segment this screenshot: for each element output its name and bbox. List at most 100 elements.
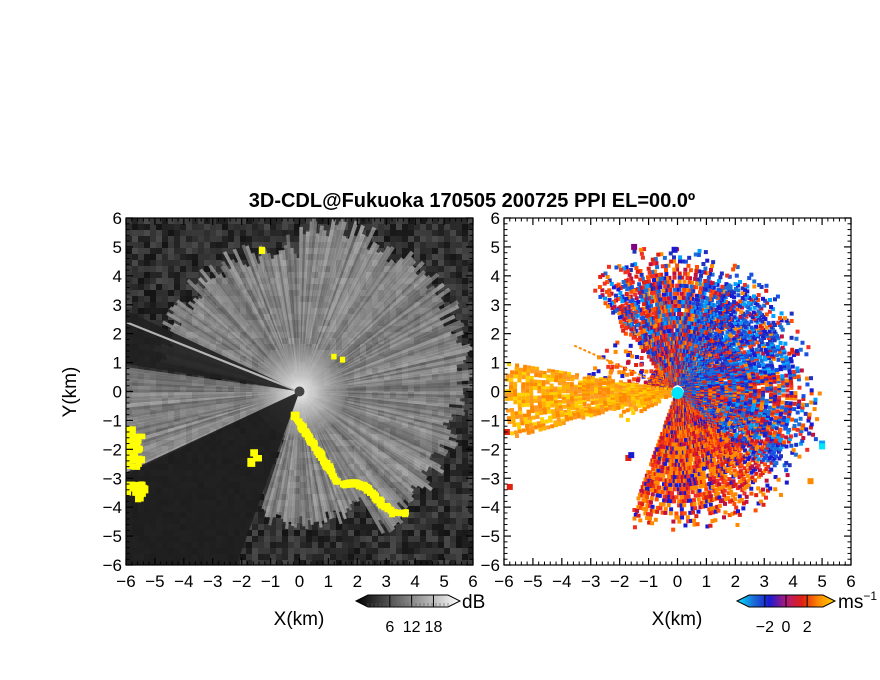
noise-cell <box>342 230 348 236</box>
noise-cell <box>258 524 264 530</box>
noise-cell <box>420 254 426 260</box>
noise-cell <box>132 260 138 266</box>
noise-cell <box>126 236 132 242</box>
noise-cell <box>222 224 228 230</box>
noise-cell <box>468 416 473 422</box>
noise-cell <box>456 260 462 266</box>
noise-cell <box>294 236 300 242</box>
noise-cell <box>138 224 144 230</box>
noise-cell <box>420 530 426 536</box>
noise-cell <box>468 482 473 488</box>
noise-cell <box>378 530 384 536</box>
noise-cell <box>216 248 222 254</box>
noise-cell <box>372 542 378 548</box>
noise-cell <box>450 452 456 458</box>
noise-cell <box>258 548 264 554</box>
noise-cell <box>276 518 282 524</box>
noise-cell <box>444 482 450 488</box>
noise-cell <box>324 218 330 224</box>
noise-cell <box>264 218 270 224</box>
noise-cell <box>276 530 282 536</box>
noise-cell <box>438 542 444 548</box>
x-tick-label: −3 <box>203 572 222 591</box>
noise-cell <box>462 314 468 320</box>
noise-cell <box>426 542 432 548</box>
noise-cell <box>432 278 438 284</box>
noise-cell <box>420 548 426 554</box>
noise-cell <box>462 284 468 290</box>
noise-cell <box>294 530 300 536</box>
noise-cell <box>432 230 438 236</box>
noise-cell <box>258 236 264 242</box>
noise-cell <box>432 482 438 488</box>
noise-cell <box>150 290 156 296</box>
noise-cell <box>426 500 432 506</box>
noise-cell <box>144 242 150 248</box>
noise-cell <box>390 218 396 224</box>
noise-cell <box>468 506 473 512</box>
noise-cell <box>138 284 144 290</box>
yellow-patch <box>127 454 136 464</box>
noise-cell <box>402 500 408 506</box>
noise-cell <box>228 230 234 236</box>
noise-cell <box>306 554 312 560</box>
noise-cell <box>444 320 450 326</box>
noise-cell <box>426 236 432 242</box>
noise-cell <box>228 236 234 242</box>
noise-cell <box>258 554 264 560</box>
noise-cell <box>402 230 408 236</box>
noise-cell <box>276 236 282 242</box>
noise-cell <box>450 224 456 230</box>
noise-cell <box>192 260 198 266</box>
noise-cell <box>450 524 456 530</box>
noise-cell <box>300 530 306 536</box>
noise-cell <box>288 554 294 560</box>
noise-cell <box>438 548 444 554</box>
noise-cell <box>408 524 414 530</box>
noise-cell <box>402 218 408 224</box>
reflectivity-colorbar: 6 12 18 dB <box>354 592 485 636</box>
y-tick-label: 3 <box>113 296 122 315</box>
noise-cell <box>168 302 174 308</box>
noise-cell <box>462 458 468 464</box>
noise-cell <box>174 260 180 266</box>
noise-cell <box>150 218 156 224</box>
noise-cell <box>252 236 258 242</box>
noise-cell <box>294 524 300 530</box>
noise-cell <box>432 548 438 554</box>
noise-cell <box>414 530 420 536</box>
noise-cell <box>132 308 138 314</box>
y-tick-label: −1 <box>103 411 122 430</box>
noise-cell <box>360 500 366 506</box>
yellow-patch <box>247 457 256 467</box>
noise-cell <box>144 272 150 278</box>
velocity-cell <box>667 393 672 398</box>
noise-cell <box>330 560 336 565</box>
noise-cell <box>126 260 132 266</box>
noise-cell <box>402 554 408 560</box>
noise-cell <box>408 224 414 230</box>
noise-cell <box>426 272 432 278</box>
noise-cell <box>444 242 450 248</box>
noise-cell <box>138 242 144 248</box>
noise-cell <box>444 464 450 470</box>
noise-cell <box>408 506 414 512</box>
noise-cell <box>378 542 384 548</box>
noise-cell <box>438 536 444 542</box>
noise-cell <box>240 248 246 254</box>
noise-cell <box>462 332 468 338</box>
noise-cell <box>390 242 396 248</box>
noise-cell <box>270 470 276 476</box>
noise-cell <box>366 536 372 542</box>
noise-cell <box>276 242 282 248</box>
yellow-patch <box>137 446 144 452</box>
noise-cell <box>156 278 162 284</box>
noise-cell <box>462 338 468 344</box>
noise-cell <box>462 296 468 302</box>
noise-cell <box>252 242 258 248</box>
noise-cell <box>384 554 390 560</box>
noise-cell <box>348 524 354 530</box>
noise-cell <box>138 260 144 266</box>
noise-cell <box>162 278 168 284</box>
yellow-patch <box>126 437 133 444</box>
